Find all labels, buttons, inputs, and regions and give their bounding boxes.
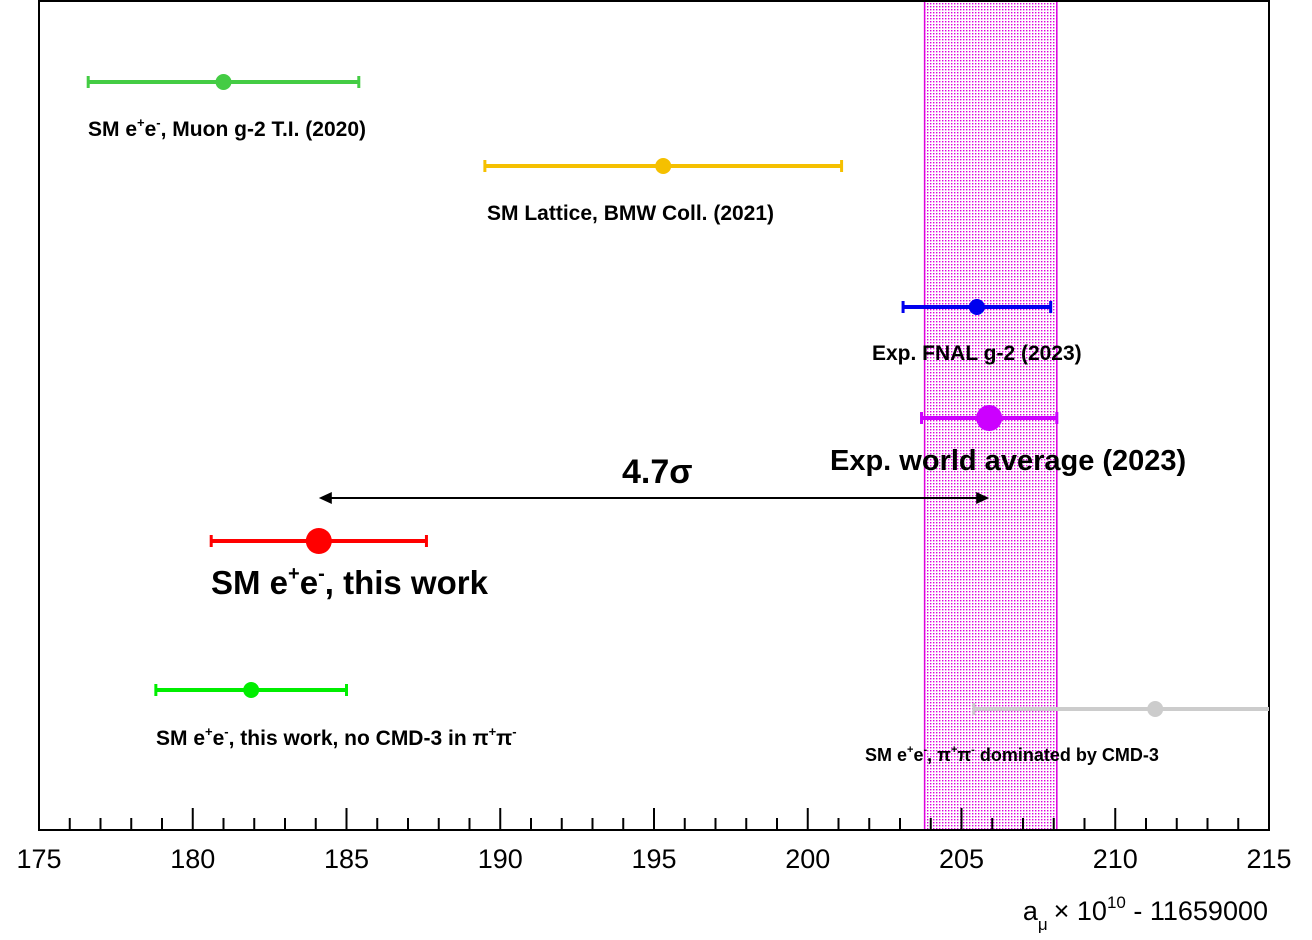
ee-muon-g2-ti-label: SM e+​e-​, Muon g-2 T.I. (2020) bbox=[88, 115, 366, 141]
x-tick-label: 200 bbox=[785, 844, 830, 874]
tension-label: 4.7σ bbox=[622, 453, 693, 491]
world-average-label: Exp. world average (2023) bbox=[830, 445, 1186, 477]
ee-this-work-label: SM e+​e-​, this work bbox=[211, 563, 489, 601]
x-axis-title: aμ × 1010 - 11659000 bbox=[1023, 893, 1268, 934]
tension-arrow-head-left bbox=[318, 492, 332, 504]
x-tick-label: 175 bbox=[16, 844, 61, 874]
series-ee-muon-g2-ti: SM e+​e-​, Muon g-2 T.I. (2020) bbox=[86, 74, 366, 141]
ee-cmd3-dominated-point bbox=[1147, 701, 1164, 717]
world-average-point bbox=[976, 405, 1003, 431]
series-ee-this-work: SM e+​e-​, this work bbox=[209, 528, 489, 601]
x-tick-label: 190 bbox=[478, 844, 523, 874]
x-tick-label: 185 bbox=[324, 844, 369, 874]
series-fnal-g2: Exp. FNAL g-2 (2023) bbox=[872, 299, 1082, 365]
fnal-g2-label: Exp. FNAL g-2 (2023) bbox=[872, 342, 1082, 365]
fnal-g2-point bbox=[968, 299, 985, 315]
series-lattice-bmw: SM Lattice, BMW Coll. (2021) bbox=[483, 158, 844, 225]
ee-this-work-point bbox=[305, 528, 332, 554]
series-ee-cmd3-dominated: SM e+​e-​, π+​π-​ dominated by CMD-3 bbox=[865, 701, 1269, 765]
series-ee-no-cmd3: SM e+​e-​, this work, no CMD-3 in π+​π-​ bbox=[154, 682, 517, 750]
tension-arrow-head-right bbox=[976, 492, 990, 504]
x-tick-label: 210 bbox=[1093, 844, 1138, 874]
lattice-bmw-label: SM Lattice, BMW Coll. (2021) bbox=[487, 202, 774, 225]
x-tick-label: 195 bbox=[631, 844, 676, 874]
ee-no-cmd3-label: SM e+​e-​, this work, no CMD-3 in π+​π-​ bbox=[156, 724, 517, 750]
lattice-bmw-point bbox=[655, 158, 672, 174]
x-tick-label: 215 bbox=[1246, 844, 1291, 874]
ee-no-cmd3-point bbox=[243, 682, 260, 698]
tension-arrow: 4.7σ bbox=[318, 453, 990, 504]
ee-muon-g2-ti-point bbox=[215, 74, 232, 90]
x-tick-label: 180 bbox=[170, 844, 215, 874]
series-world-average: Exp. world average (2023) bbox=[830, 405, 1186, 477]
ee-cmd3-dominated-label: SM e+​e-​, π+​π-​ dominated by CMD-3 bbox=[865, 744, 1159, 765]
x-tick-label: 205 bbox=[939, 844, 984, 874]
